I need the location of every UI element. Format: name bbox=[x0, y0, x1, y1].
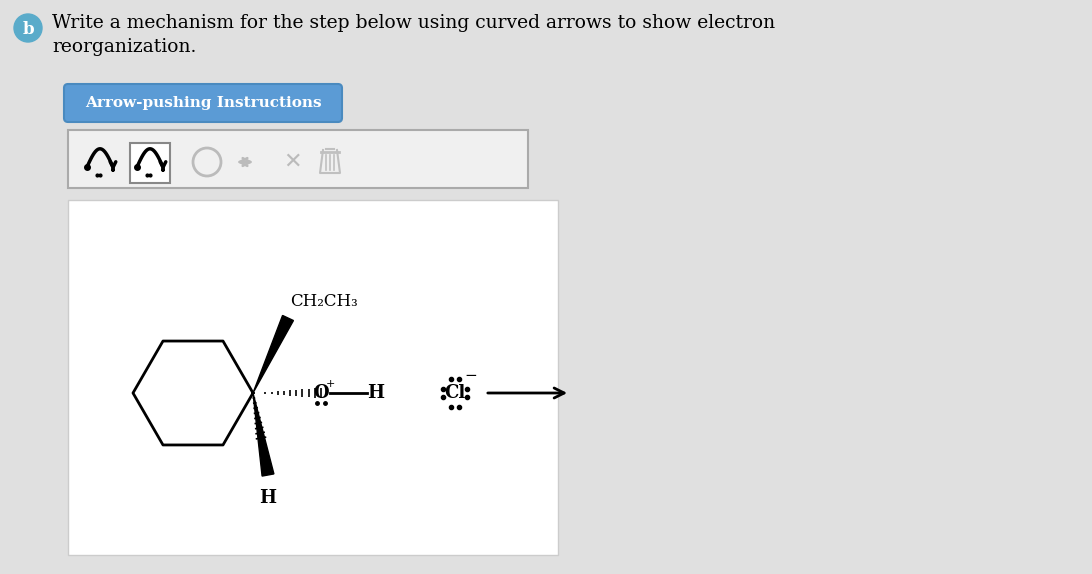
Polygon shape bbox=[253, 316, 294, 393]
Bar bbox=[68, 130, 529, 188]
Text: H: H bbox=[260, 489, 276, 507]
Text: −: − bbox=[464, 369, 477, 383]
Text: Write a mechanism for the step below using curved arrows to show electron: Write a mechanism for the step below usi… bbox=[52, 14, 775, 32]
Text: O: O bbox=[313, 384, 329, 402]
Circle shape bbox=[14, 14, 41, 42]
Text: reorganization.: reorganization. bbox=[52, 38, 197, 56]
Text: Arrow-pushing Instructions: Arrow-pushing Instructions bbox=[85, 96, 321, 110]
Text: CH₂CH₃: CH₂CH₃ bbox=[290, 293, 358, 310]
Text: Cl: Cl bbox=[444, 384, 465, 402]
Text: ✕: ✕ bbox=[283, 152, 301, 172]
Text: b: b bbox=[22, 21, 34, 37]
Text: H: H bbox=[368, 384, 384, 402]
Bar bbox=[68, 200, 558, 555]
Text: +: + bbox=[325, 379, 334, 389]
FancyBboxPatch shape bbox=[130, 143, 170, 183]
Polygon shape bbox=[253, 393, 274, 476]
FancyBboxPatch shape bbox=[64, 84, 342, 122]
